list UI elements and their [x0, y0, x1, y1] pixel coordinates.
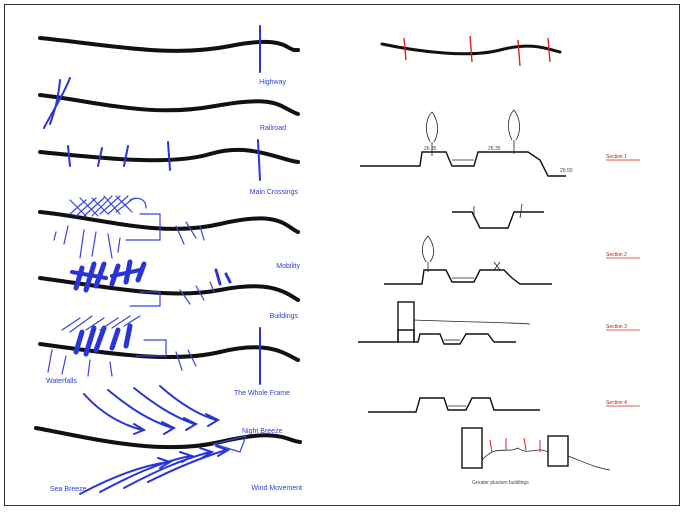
crossing-line — [167, 141, 171, 171]
river-line — [38, 148, 300, 164]
label-night-breeze: Night Breeze — [242, 428, 283, 435]
cut-mark — [469, 35, 473, 63]
cut-mark — [517, 39, 521, 67]
cut-mark — [403, 37, 407, 61]
section-detail — [452, 203, 544, 229]
tree — [426, 111, 438, 156]
plan-key-map — [380, 35, 562, 67]
crossing-line — [257, 139, 261, 181]
label-waterfalls: Waterfalls — [46, 378, 77, 385]
label-highway: Highway — [259, 79, 286, 86]
label-buildings: Buildings — [270, 313, 299, 320]
panel-railroad: Railroad — [38, 77, 300, 132]
river-line — [34, 426, 302, 450]
section-profile — [384, 269, 552, 285]
section-profile — [360, 151, 566, 177]
crossing-line — [123, 145, 129, 167]
river-line — [38, 36, 300, 53]
label-main-crossings: Main Crossings — [250, 189, 299, 196]
label-sea-breeze: Sea Breeze — [50, 486, 87, 493]
panel-whole-frame: Waterfalls The Whole Frame — [38, 315, 300, 397]
panel-wind-movement: Night Breeze Sea Breeze Wind Movement — [34, 385, 302, 495]
section-profile — [368, 397, 540, 413]
label-railroad: Railroad — [260, 125, 286, 132]
panel-highway: Highway — [38, 25, 300, 86]
section-profile — [452, 211, 544, 229]
diagram-frame — [4, 4, 680, 506]
section-2: Section 2 — [384, 235, 640, 285]
wind-arrows — [79, 385, 247, 495]
tree — [508, 109, 520, 154]
section-title: Section 1 — [606, 154, 627, 160]
section-1: 26.35 26.35 20.50 Section 1 — [360, 109, 640, 177]
whole-frame-overlay — [47, 315, 261, 385]
section-perspective: Greater pluvium buildings — [461, 427, 611, 486]
river-line — [38, 210, 300, 234]
panel-main-crossings: Main Crossings — [38, 139, 300, 196]
crossing-line — [67, 145, 71, 167]
building-blocks — [70, 259, 232, 307]
river-line — [38, 93, 300, 116]
railroad-line — [49, 79, 61, 125]
dim-label: 26.35 — [424, 146, 437, 152]
building-block — [547, 435, 569, 467]
section-title: Section 2 — [606, 252, 627, 258]
mobility-hatching — [53, 195, 205, 259]
section-profile — [358, 329, 516, 345]
crossing-line — [97, 147, 103, 167]
dim-label: 26.35 — [488, 146, 501, 152]
building-block — [397, 301, 415, 343]
section-3: Section 3 — [358, 301, 640, 345]
cut-mark — [547, 37, 551, 63]
perspective-caption: Greater pluvium buildings — [472, 480, 529, 486]
label-whole-frame: The Whole Frame — [234, 390, 290, 397]
panel-mobility: Mobility — [38, 195, 300, 270]
section-4: Section 4 — [368, 397, 640, 413]
tree — [422, 235, 434, 272]
label-mobility: Mobility — [276, 263, 300, 270]
panel-buildings: Buildings — [38, 259, 300, 320]
label-wind-movement: Wind Movement — [251, 485, 302, 492]
dim-label: 20.50 — [560, 168, 573, 174]
building-block — [461, 427, 483, 469]
section-title: Section 3 — [606, 324, 627, 330]
section-title: Section 4 — [606, 400, 627, 406]
river-line — [380, 42, 562, 56]
